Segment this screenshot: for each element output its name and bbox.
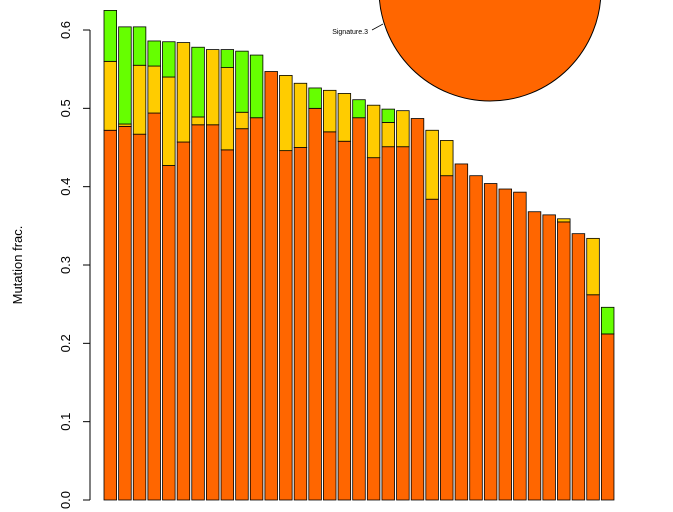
bar-segment [600, 306, 615, 335]
bar-segment [118, 125, 132, 501]
bar-segment [469, 175, 483, 501]
bar-segment [337, 93, 352, 142]
bar-segment [176, 42, 191, 143]
bar-segment [410, 118, 425, 501]
y-tick-label: 0.1 [58, 413, 73, 431]
bar-segment [147, 112, 161, 501]
bar-segment [381, 108, 395, 123]
bar-segment [425, 198, 439, 501]
bar-segment [440, 140, 454, 177]
bar-segment [191, 46, 205, 118]
y-axis-label: Mutation frac. [10, 226, 25, 305]
y-tick-label: 0.0 [58, 491, 73, 509]
bar-segment [381, 146, 395, 501]
y-tick-label: 0.2 [58, 334, 73, 352]
bar-segment [425, 129, 439, 200]
pie-label-leader [371, 23, 384, 31]
bar-segment [235, 50, 249, 113]
bar-segment [220, 149, 235, 501]
bar-segment [147, 65, 161, 114]
bar-segment [103, 129, 118, 501]
bar-segment [586, 294, 600, 501]
bar-segment [191, 116, 205, 126]
bar-segment [396, 110, 410, 148]
y-tick-label: 0.3 [58, 256, 73, 274]
bar-segment [352, 117, 366, 501]
bar-segment [162, 165, 176, 501]
bar-segment [366, 104, 381, 159]
bar-segment [323, 131, 337, 501]
bar-segment [279, 150, 293, 501]
bar-segment [527, 211, 542, 501]
bar-segment [586, 237, 600, 296]
bar-segment [454, 163, 469, 501]
bar-segment [279, 75, 293, 152]
bar-segment [396, 146, 410, 501]
bar-segment [118, 26, 132, 125]
pie-label: Signature.3 [332, 29, 368, 36]
bar-segment [220, 67, 235, 151]
bar-segment [162, 41, 176, 78]
bar-segment [293, 82, 308, 148]
bar-segment [220, 49, 235, 68]
bar-segment [235, 111, 249, 130]
bar-segment [176, 141, 191, 501]
bar-segment [513, 191, 527, 501]
bar-segment [103, 60, 118, 131]
bar-segment [132, 26, 147, 66]
bar-segment [308, 87, 322, 109]
pie-slice [378, 0, 602, 102]
bar-segment [162, 76, 176, 166]
y-tick-label: 0.5 [58, 99, 73, 117]
bar-segment [381, 122, 395, 148]
y-tick-label: 0.6 [58, 21, 73, 39]
bar-segment [249, 117, 264, 501]
bar-segment [557, 221, 571, 501]
bar-segment [366, 157, 381, 501]
bar-segment [498, 188, 512, 501]
bar-segment [557, 218, 571, 223]
bar-segment [571, 233, 586, 501]
bar-segment [337, 140, 352, 501]
bar-segment [191, 124, 205, 501]
y-tick-label: 0.4 [58, 178, 73, 196]
bar-segment [205, 49, 220, 126]
bar-segment [235, 128, 249, 501]
bar-segment [132, 133, 147, 501]
bar-segment [264, 71, 278, 501]
bar-segment [440, 175, 454, 501]
bar-segment [542, 214, 556, 501]
bar-segment [205, 124, 220, 501]
bar-segment [147, 40, 161, 67]
bar-segment [600, 333, 615, 501]
bar-segment [132, 64, 147, 135]
bar-segment [293, 147, 308, 501]
bar-segment [103, 10, 118, 62]
bar-segment [352, 99, 366, 119]
bar-segment [249, 54, 264, 119]
bar-segment [323, 89, 337, 133]
bar-segment [308, 107, 322, 501]
bar-segment [483, 183, 498, 501]
